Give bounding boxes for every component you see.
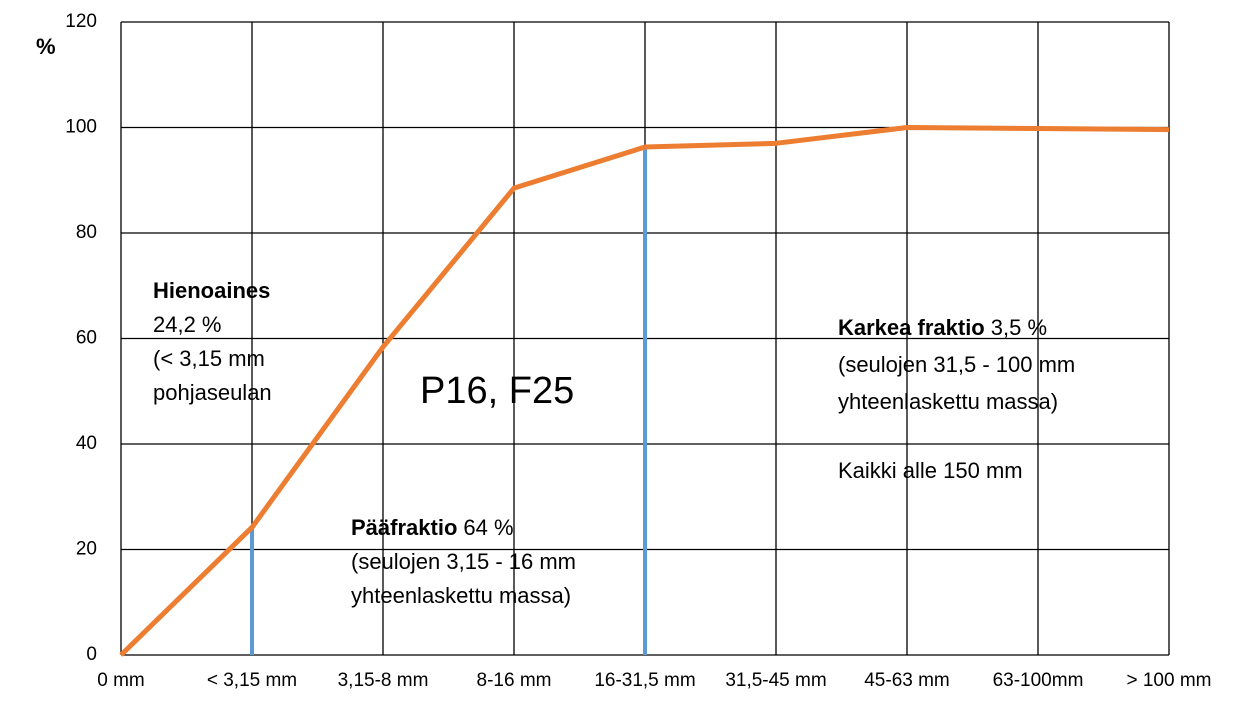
y-axis-label: % bbox=[36, 34, 56, 59]
x-tick-label: > 100 mm bbox=[1126, 670, 1211, 691]
x-tick-label: 0 mm bbox=[97, 670, 145, 691]
series-line bbox=[119, 125, 1170, 657]
annotation-title-line: Hienoaines bbox=[153, 278, 270, 303]
x-tick-label: 31,5-45 mm bbox=[725, 670, 826, 691]
y-tick-label: 100 bbox=[65, 117, 97, 138]
annotation-title: Hienoaines bbox=[153, 278, 270, 303]
x-tick-label: 16-31,5 mm bbox=[594, 670, 695, 691]
annotation-title-line: Pääfraktio 64 % bbox=[351, 515, 514, 540]
annotation-line: (< 3,15 mm bbox=[153, 346, 265, 371]
x-tick-label: 63-100mm bbox=[993, 670, 1084, 691]
annotation-title: Karkea fraktio bbox=[838, 315, 985, 340]
annotation-title-line: Karkea fraktio 3,5 % bbox=[838, 315, 1047, 340]
annotation-line: yhteenlaskettu massa) bbox=[838, 389, 1058, 414]
annotation-value: 64 % bbox=[463, 515, 513, 540]
annotation-line: 24,2 % bbox=[153, 312, 222, 337]
annotation-line: (seulojen 31,5 - 100 mm bbox=[838, 352, 1075, 377]
x-tick-label: 3,15-8 mm bbox=[338, 670, 429, 691]
x-tick-label: 45-63 mm bbox=[864, 670, 950, 691]
y-tick-label: 60 bbox=[76, 328, 97, 349]
y-tick-label: 40 bbox=[76, 433, 97, 454]
x-tick-label: 8-16 mm bbox=[477, 670, 552, 691]
annotation-title: Pääfraktio bbox=[351, 515, 457, 540]
annotation-line: Kaikki alle 150 mm bbox=[838, 458, 1023, 483]
x-tick-label: < 3,15 mm bbox=[207, 670, 297, 691]
annotation-line: yhteenlaskettu massa) bbox=[351, 583, 571, 608]
y-tick-label: 80 bbox=[76, 222, 97, 243]
annotation-line: pohjaseulan bbox=[153, 380, 272, 405]
y-tick-label: 120 bbox=[65, 11, 97, 32]
annotation-value: 3,5 % bbox=[991, 315, 1047, 340]
annotation-line: (seulojen 3,15 - 16 mm bbox=[351, 549, 576, 574]
y-tick-label: 20 bbox=[76, 539, 97, 560]
center-label: P16, F25 bbox=[420, 370, 574, 412]
y-tick-label: 0 bbox=[86, 644, 97, 665]
